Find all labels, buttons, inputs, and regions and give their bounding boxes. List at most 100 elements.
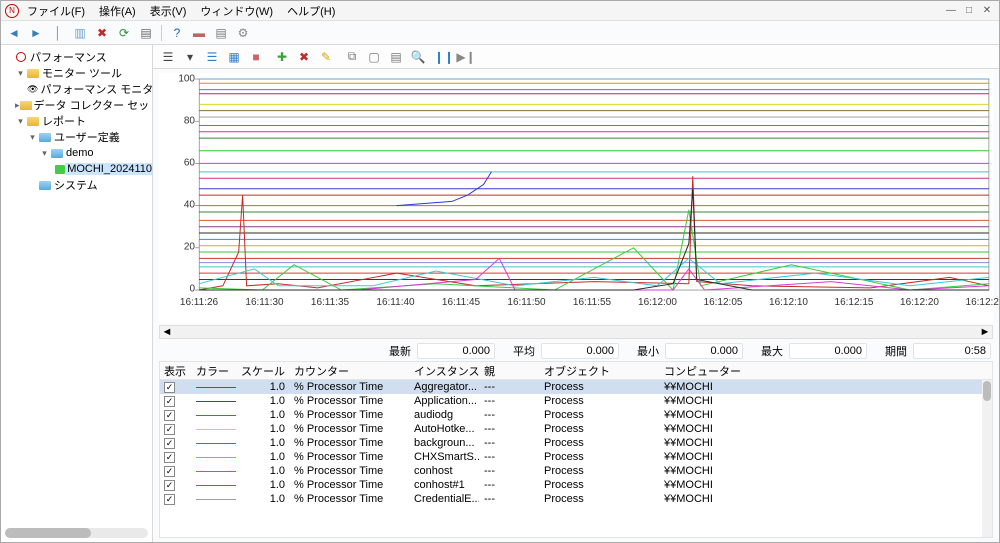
copy-icon[interactable]: ⧉ [343,48,361,66]
table-row[interactable]: ✓1.0% Processor TimeApplication...---Pro… [160,394,992,408]
refresh-icon[interactable]: ⟳ [115,24,133,42]
table-row[interactable]: ✓1.0% Processor TimeCredentialE...---Pro… [160,492,992,506]
x-tick-label: 16:11:40 [376,297,414,308]
row-instance: CredentialE... [410,492,480,506]
col-show[interactable]: 表示 [160,362,192,379]
table-row[interactable]: ✓1.0% Processor Timeconhost---Process¥¥M… [160,464,992,478]
doc-icon[interactable]: ▥ [71,24,89,42]
help-icon[interactable]: ? [168,24,186,42]
x-tick-label: 16:12:00 [638,297,677,308]
row-counter: % Processor Time [290,422,410,436]
props-icon[interactable]: ▤ [137,24,155,42]
tree-node[interactable]: パフォーマンス [1,49,152,65]
expand-icon[interactable]: ▾ [39,148,50,159]
props2-icon[interactable]: ▤ [387,48,405,66]
row-checkbox[interactable]: ✓ [164,410,175,421]
menu-view[interactable]: 表示(V) [144,1,193,21]
row-checkbox[interactable]: ✓ [164,494,175,505]
tree-node[interactable]: MOCHI_2024110 [1,161,152,177]
expand-icon[interactable]: ▾ [15,116,26,127]
tree-node[interactable]: ▸データ コレクター セット [1,97,152,113]
forward-icon[interactable]: ► [27,24,45,42]
row-parent: --- [480,394,540,408]
row-color-swatch [196,429,236,430]
row-object: Process [540,464,660,478]
back-icon[interactable]: ◄ [5,24,23,42]
pipe-icon[interactable]: │ [49,24,67,42]
row-checkbox[interactable]: ✓ [164,438,175,449]
row-computer: ¥¥MOCHI [660,478,992,492]
highlight-icon[interactable]: ✎ [317,48,335,66]
row-instance: AutoHotke... [410,422,480,436]
tree-node[interactable]: ▾ レポート [1,113,152,129]
menu-file[interactable]: ファイル(F) [21,1,91,21]
table-row[interactable]: ✓1.0% Processor TimeCHXSmartS...---Proce… [160,450,992,464]
stat-min-label: 最小 [625,343,659,359]
remove-icon[interactable]: ✖ [295,48,313,66]
row-checkbox[interactable]: ✓ [164,382,175,393]
y-tick-label: 20 [184,242,195,253]
row-color-swatch [196,457,236,458]
paste-icon[interactable]: ▢ [365,48,383,66]
delete-icon[interactable]: ✖ [93,24,111,42]
expand-icon[interactable]: ▾ [15,68,26,79]
table-row[interactable]: ✓1.0% Processor Timeconhost#1---Process¥… [160,478,992,492]
stop-icon[interactable]: ■ [247,48,265,66]
col-counter[interactable]: カウンター [290,362,410,379]
table-row[interactable]: ✓1.0% Processor Timeaudiodg---Process¥¥M… [160,408,992,422]
card-icon[interactable]: ▦ [225,48,243,66]
col-color[interactable]: カラー [192,362,242,379]
restore-icon[interactable]: □ [961,4,977,18]
row-checkbox[interactable]: ✓ [164,466,175,477]
list-icon[interactable]: ☰ [203,48,221,66]
menu-action[interactable]: 操作(A) [93,1,142,21]
tree-node[interactable]: システム [1,177,152,193]
dropdown-icon[interactable]: ▾ [181,48,199,66]
chart-horizontal-scrollbar[interactable]: ◄ ► [159,325,993,339]
menu-window[interactable]: ウィンドウ(W) [194,1,279,21]
tree-node[interactable]: ▾demo [1,145,152,161]
view-chart-icon[interactable]: ☰ [159,48,177,66]
row-checkbox[interactable]: ✓ [164,480,175,491]
col-object[interactable]: オブジェクト [540,362,660,379]
col-parent[interactable]: 親 [480,362,540,379]
table-vertical-scrollbar[interactable] [982,380,992,537]
col-instance[interactable]: インスタンス [410,362,480,379]
row-object: Process [540,436,660,450]
tree-label: レポート [40,113,86,129]
gear-icon[interactable]: ⚙ [234,24,252,42]
scroll-left-icon[interactable]: ◄ [160,326,174,338]
update-icon[interactable]: ▶❙ [457,48,475,66]
table-row[interactable]: ✓1.0% Processor Timebackgroun...---Proce… [160,436,992,450]
clip-icon[interactable]: ▤ [212,24,230,42]
row-checkbox[interactable]: ✓ [164,452,175,463]
folder-y-icon [20,99,32,111]
performance-chart[interactable]: 020406080100 16:11:2616:11:3016:11:3516:… [159,73,993,323]
row-computer: ¥¥MOCHI [660,422,992,436]
tree-node[interactable]: ▾ユーザー定義 [1,129,152,145]
menu-help[interactable]: ヘルプ(H) [281,1,341,21]
minimize-icon[interactable]: — [943,4,959,18]
scroll-right-icon[interactable]: ► [978,326,992,338]
monitor-icon[interactable]: ▬ [190,24,208,42]
row-checkbox[interactable]: ✓ [164,396,175,407]
col-scale[interactable]: スケール [242,362,290,379]
table-row[interactable]: ✓1.0% Processor TimeAutoHotke...---Proce… [160,422,992,436]
row-object: Process [540,394,660,408]
tree-node[interactable]: ▾モニター ツール [1,65,152,81]
table-row[interactable]: ✓1.0% Processor TimeAggregator...---Proc… [160,380,992,394]
close-icon[interactable]: ✕ [979,4,995,18]
tree-node[interactable]: 👁パフォーマンス モニター [1,81,152,97]
table-header-row: 表示 カラー スケール カウンター インスタンス 親 オブジェクト コンピュータ… [160,362,992,380]
row-checkbox[interactable]: ✓ [164,424,175,435]
freeze-icon[interactable]: ❙❙ [435,48,453,66]
expand-icon[interactable]: ▾ [27,132,38,143]
col-computer[interactable]: コンピューター [660,362,992,379]
horizontal-scrollbar[interactable] [5,528,148,538]
row-counter: % Processor Time [290,464,410,478]
tree-label: データ コレクター セット [32,97,153,113]
menubar: N ファイル(F) 操作(A) 表示(V) ウィンドウ(W) ヘルプ(H) — … [1,1,999,21]
add-icon[interactable]: ✚ [273,48,291,66]
zoom-icon[interactable]: 🔍 [409,48,427,66]
x-tick-label: 16:12:15 [835,297,874,308]
